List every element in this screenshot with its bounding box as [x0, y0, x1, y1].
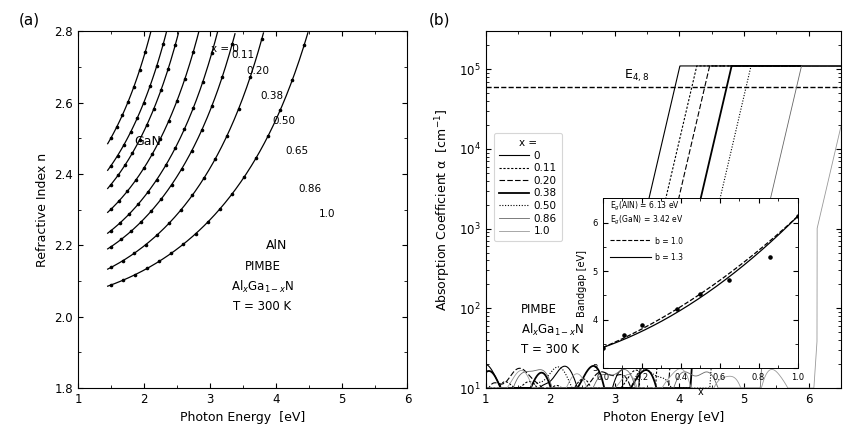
Y-axis label: Refractive Index n: Refractive Index n [36, 153, 49, 267]
Y-axis label: Bandgap [eV]: Bandgap [eV] [577, 250, 587, 317]
Legend: 0, 0.11, 0.20, 0.38, 0.50, 0.86, 1.0: 0, 0.11, 0.20, 0.38, 0.50, 0.86, 1.0 [494, 133, 562, 241]
Text: E$_g$(GaN) = 3.42 eV: E$_g$(GaN) = 3.42 eV [610, 214, 684, 227]
Text: 0.11: 0.11 [231, 50, 255, 60]
Text: b = 1.0: b = 1.0 [655, 236, 683, 245]
Text: b = 1.3: b = 1.3 [655, 253, 683, 262]
X-axis label: Photon Energy [eV]: Photon Energy [eV] [603, 412, 724, 425]
Text: 0.65: 0.65 [285, 146, 309, 156]
X-axis label: x: x [697, 388, 703, 397]
Text: 0.38: 0.38 [260, 91, 283, 101]
Text: E$_g$(AlN) = 6.13 eV: E$_g$(AlN) = 6.13 eV [610, 199, 681, 213]
Text: AlN: AlN [266, 239, 287, 252]
Text: E$_{4,8}$: E$_{4,8}$ [624, 68, 649, 84]
Text: PIMBE
Al$_x$Ga$_{1-x}$N
T = 300 K: PIMBE Al$_x$Ga$_{1-x}$N T = 300 K [231, 260, 294, 313]
Text: 0.86: 0.86 [298, 184, 322, 194]
Text: (a): (a) [19, 12, 40, 27]
Y-axis label: Absorption Coefficient α  [cm$^{-1}$]: Absorption Coefficient α [cm$^{-1}$] [434, 108, 453, 311]
Text: 0.50: 0.50 [272, 116, 296, 126]
Text: x = 0: x = 0 [212, 45, 239, 54]
Text: PIMBE
Al$_x$Ga$_{1-x}$N
T = 300 K: PIMBE Al$_x$Ga$_{1-x}$N T = 300 K [521, 303, 584, 356]
Text: (b): (b) [428, 12, 450, 27]
Text: 1.0: 1.0 [318, 209, 335, 219]
Text: 0.20: 0.20 [247, 66, 270, 76]
X-axis label: Photon Energy  [eV]: Photon Energy [eV] [180, 412, 305, 425]
Text: GaN: GaN [134, 136, 161, 149]
